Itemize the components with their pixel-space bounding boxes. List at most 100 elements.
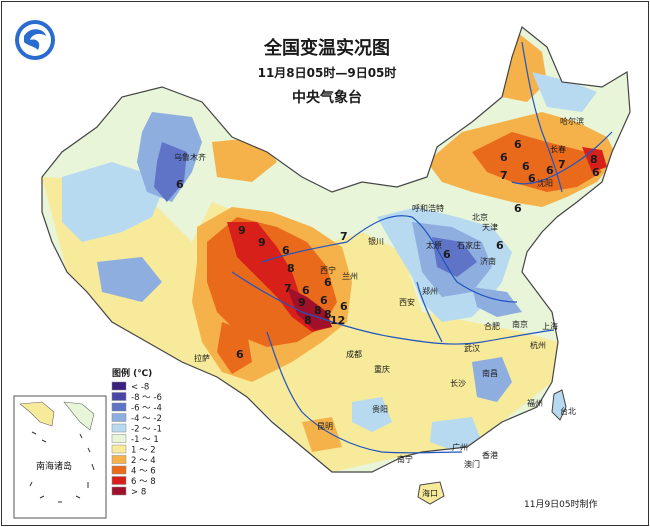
city-label: 贵阳	[372, 404, 388, 414]
city-label: 乌鲁木齐	[174, 152, 206, 162]
taiwan-island	[551, 389, 567, 421]
value-label: 9	[298, 296, 306, 309]
city-label: 长春	[550, 144, 566, 154]
value-label: 6	[592, 166, 600, 179]
value-label: 8	[287, 262, 295, 275]
value-label: 6	[522, 160, 530, 173]
value-label: 6	[320, 294, 328, 307]
value-label: 8	[304, 314, 312, 327]
city-label: 上海	[542, 321, 558, 331]
city-label: 广州	[452, 442, 468, 452]
city-label: 香港	[482, 450, 498, 460]
legend-label: -1 ～ 1	[131, 435, 159, 445]
legend: 图例 (℃) < -8-8 ～ -6-6 ～ -4-4 ～ -2-2 ～ -1-…	[111, 367, 162, 498]
value-label: 6	[236, 348, 244, 361]
city-label: 西宁	[320, 265, 336, 275]
value-label: 6	[514, 138, 522, 151]
city-label: 南京	[512, 319, 528, 329]
value-label: 8	[324, 308, 332, 321]
value-label: 7	[500, 169, 508, 182]
city-label: 北京	[472, 212, 488, 222]
rivers	[231, 41, 613, 454]
value-label: 6	[546, 164, 554, 177]
city-label: 福州	[527, 399, 543, 408]
city-label: 合肥	[484, 321, 500, 331]
city-label: 长沙	[450, 378, 466, 388]
city-label: 海口	[422, 488, 438, 498]
value-label: 9	[238, 224, 246, 237]
value-labels: 6 9 9 6 8 7 6 9 8 6 6 8 8 12 6 7 6 6 7 6…	[176, 138, 600, 361]
city-labels: 乌鲁木齐 哈尔滨 长春 沈阳 呼和浩特 北京 天津 太原 石家庄 济南 银川 兰…	[174, 116, 584, 498]
city-label: 呼和浩特	[412, 203, 444, 213]
value-label: 8	[590, 153, 598, 166]
legend-swatch	[111, 455, 127, 464]
legend-label: -2 ～ -1	[131, 425, 162, 435]
city-label: 成都	[346, 349, 362, 359]
legend-label: > 8	[131, 488, 146, 498]
china-outline	[41, 25, 631, 473]
value-label: 6	[282, 244, 290, 257]
value-label: 7	[558, 158, 566, 171]
issue-time: 11月9日05时制作	[524, 498, 598, 510]
south-china-sea-inset: 南海诸岛	[13, 395, 107, 519]
legend-label: -4 ～ -2	[131, 414, 162, 424]
issuing-agency: 中央气象台	[292, 89, 362, 106]
legend-swatch	[111, 423, 127, 433]
legend-label: -8 ～ -6	[131, 393, 162, 403]
value-label: 12	[330, 314, 345, 327]
map-title: 全国变温实况图	[263, 37, 390, 59]
hainan-island	[417, 481, 445, 505]
value-label: 6	[500, 151, 508, 164]
legend-label: < -8	[131, 383, 149, 393]
legend-swatch	[111, 465, 127, 475]
legend-swatch	[111, 392, 127, 401]
value-label: 7	[340, 230, 348, 243]
value-label: 7	[284, 282, 292, 295]
city-label: 南昌	[482, 368, 498, 378]
legend-swatch	[111, 476, 127, 485]
legend-label: 4 ～ 6	[131, 467, 156, 477]
city-label: 沈阳	[537, 178, 553, 188]
legend-swatch	[111, 444, 127, 454]
city-label: 昆明	[317, 422, 333, 431]
city-label: 银川	[368, 236, 384, 246]
city-label: 天津	[482, 222, 498, 232]
value-label: 9	[258, 236, 266, 249]
city-label: 武汉	[464, 343, 480, 353]
value-label: 6	[443, 248, 451, 261]
legend-swatch	[111, 486, 127, 496]
city-label: 拉萨	[194, 353, 210, 363]
city-label: 西安	[399, 297, 415, 307]
value-label: 6	[340, 300, 348, 313]
city-label: 郑州	[422, 286, 438, 296]
city-label: 济南	[480, 256, 496, 266]
legend-title: 图例 (℃)	[112, 367, 152, 379]
value-label: 6	[176, 178, 184, 191]
legend-swatch	[111, 381, 127, 391]
city-label: 哈尔滨	[560, 116, 584, 126]
value-label: 6	[514, 202, 522, 215]
city-label: 太原	[426, 240, 442, 250]
legend-swatch	[111, 413, 127, 422]
city-label: 杭州	[530, 340, 546, 350]
city-label: 澳门	[464, 459, 480, 469]
city-label: 石家庄	[457, 240, 481, 250]
value-label: 6	[324, 276, 332, 289]
inset-label: 南海诸岛	[36, 460, 72, 472]
value-label: 6	[496, 239, 504, 252]
legend-label: 2 ～ 4	[131, 456, 156, 466]
city-label: 兰州	[342, 271, 358, 281]
value-label: 6	[528, 172, 536, 185]
value-label: 8	[314, 304, 322, 317]
value-label: 6	[302, 284, 310, 297]
legend-swatch	[111, 434, 127, 443]
legend-label: -6 ～ -4	[131, 404, 162, 414]
city-label: 重庆	[374, 364, 390, 374]
map-subtitle: 11月8日05时—9日05时	[258, 65, 397, 80]
city-label: 南宁	[397, 454, 413, 464]
cma-logo	[15, 20, 55, 60]
legend-label: 6 ～ 8	[131, 477, 156, 487]
legend-label: 1 ～ 2	[131, 446, 156, 456]
